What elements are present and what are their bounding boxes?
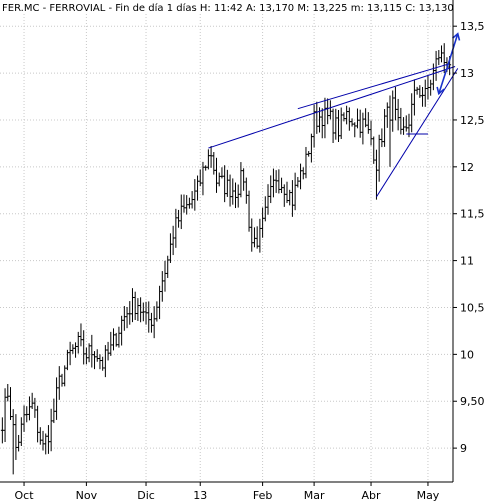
y-tick-label: 9,50 [460,395,485,408]
header-close: C: 13,130 [405,3,454,14]
header-open: A: 13,170 [246,3,294,14]
header-low: m: 13,115 [351,3,402,14]
y-tick-label: 13 [460,67,474,80]
x-tick-label: Oct [15,489,35,502]
y-axis-ticks: 9 9,50 10 10,5 11 11,5 12 12,5 13 13,5 [453,20,485,455]
x-axis-ticks: Oct Nov Dic 13 Feb Mar Abr May [15,482,440,502]
x-tick-label: Abr [362,489,382,502]
y-tick-label: 10,5 [460,301,485,314]
trendline [208,66,456,149]
x-tick-label: May [417,489,440,502]
price-bars [0,43,452,475]
header-info: FER.MC - FERROVIAL - Fin de día 1 días H… [2,2,454,14]
header-time: H: 11:42 [200,3,243,14]
trendline [297,63,450,110]
y-tick-label: 9 [460,442,467,455]
header-period: Fin de día 1 días [115,2,196,14]
x-tick-label: 13 [193,489,207,502]
header-symbol: FER.MC [2,3,39,14]
x-tick-label: Mar [304,489,325,502]
y-tick-label: 12 [460,161,474,174]
x-tick-label: Feb [253,489,272,502]
header-high: M: 13,225 [297,3,347,14]
projection-arrow [446,32,461,69]
x-tick-label: Dic [137,489,155,502]
header-name: FERROVIAL [49,3,105,14]
y-tick-label: 12,5 [460,114,485,127]
y-tick-label: 11 [460,255,474,268]
y-tick-label: 11,5 [460,208,485,221]
y-tick-label: 10 [460,348,474,361]
x-tick-label: Nov [76,489,98,502]
arrow-layer [436,32,461,96]
projection-arrow [436,68,448,96]
y-tick-label: 13,5 [460,20,485,33]
